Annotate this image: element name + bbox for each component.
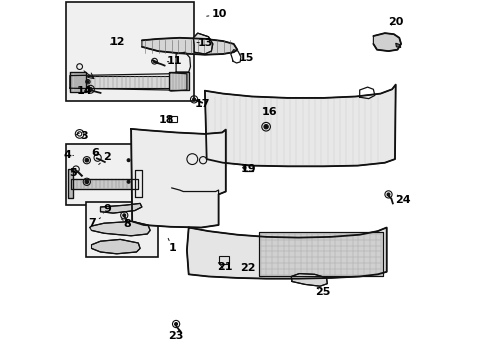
Text: 11: 11 xyxy=(166,56,182,66)
Polygon shape xyxy=(70,76,186,88)
Polygon shape xyxy=(134,170,142,197)
Circle shape xyxy=(87,81,89,83)
Text: 4: 4 xyxy=(63,150,73,160)
Text: 18: 18 xyxy=(158,114,173,125)
Text: 7: 7 xyxy=(88,218,101,228)
Polygon shape xyxy=(70,72,86,92)
Text: 14: 14 xyxy=(76,86,92,96)
Text: 17: 17 xyxy=(194,99,209,109)
Polygon shape xyxy=(193,33,212,54)
Polygon shape xyxy=(131,129,225,228)
Text: 5: 5 xyxy=(70,168,77,178)
Bar xyxy=(258,232,382,276)
Circle shape xyxy=(127,180,130,183)
Bar xyxy=(86,202,158,257)
Polygon shape xyxy=(395,43,400,48)
Polygon shape xyxy=(68,169,73,198)
Text: 6: 6 xyxy=(91,148,99,158)
Text: 23: 23 xyxy=(168,329,183,341)
Polygon shape xyxy=(204,85,395,166)
Text: 3: 3 xyxy=(79,131,88,141)
Circle shape xyxy=(192,98,195,101)
Bar xyxy=(168,116,177,122)
Polygon shape xyxy=(71,179,138,189)
Text: 8: 8 xyxy=(121,219,131,229)
Circle shape xyxy=(127,159,130,162)
Polygon shape xyxy=(168,72,188,90)
Circle shape xyxy=(85,158,88,162)
Text: 12: 12 xyxy=(110,37,125,48)
Polygon shape xyxy=(142,38,237,55)
Polygon shape xyxy=(186,228,386,279)
Bar xyxy=(244,165,252,171)
Text: 20: 20 xyxy=(387,17,403,27)
Polygon shape xyxy=(258,232,382,276)
Bar xyxy=(66,2,194,101)
Polygon shape xyxy=(373,33,400,51)
Circle shape xyxy=(85,180,88,184)
Text: 25: 25 xyxy=(315,287,330,297)
Text: 10: 10 xyxy=(206,9,226,19)
Polygon shape xyxy=(291,274,326,286)
Text: 16: 16 xyxy=(262,107,277,117)
Text: 2: 2 xyxy=(99,152,111,165)
Circle shape xyxy=(122,214,125,217)
Text: 9: 9 xyxy=(103,204,111,214)
Polygon shape xyxy=(91,239,140,254)
Circle shape xyxy=(264,125,268,129)
Text: 1: 1 xyxy=(168,238,176,253)
Polygon shape xyxy=(101,203,142,213)
Circle shape xyxy=(88,87,92,91)
Text: 22: 22 xyxy=(240,263,255,273)
Circle shape xyxy=(174,323,177,325)
Text: 15: 15 xyxy=(238,53,253,63)
Bar xyxy=(218,256,228,264)
Circle shape xyxy=(386,193,389,196)
Text: 24: 24 xyxy=(394,195,410,205)
Text: 21: 21 xyxy=(217,262,232,272)
Circle shape xyxy=(243,166,245,169)
Bar xyxy=(66,144,143,205)
Text: 19: 19 xyxy=(240,164,255,174)
Text: 13: 13 xyxy=(197,38,212,48)
Polygon shape xyxy=(89,221,150,236)
